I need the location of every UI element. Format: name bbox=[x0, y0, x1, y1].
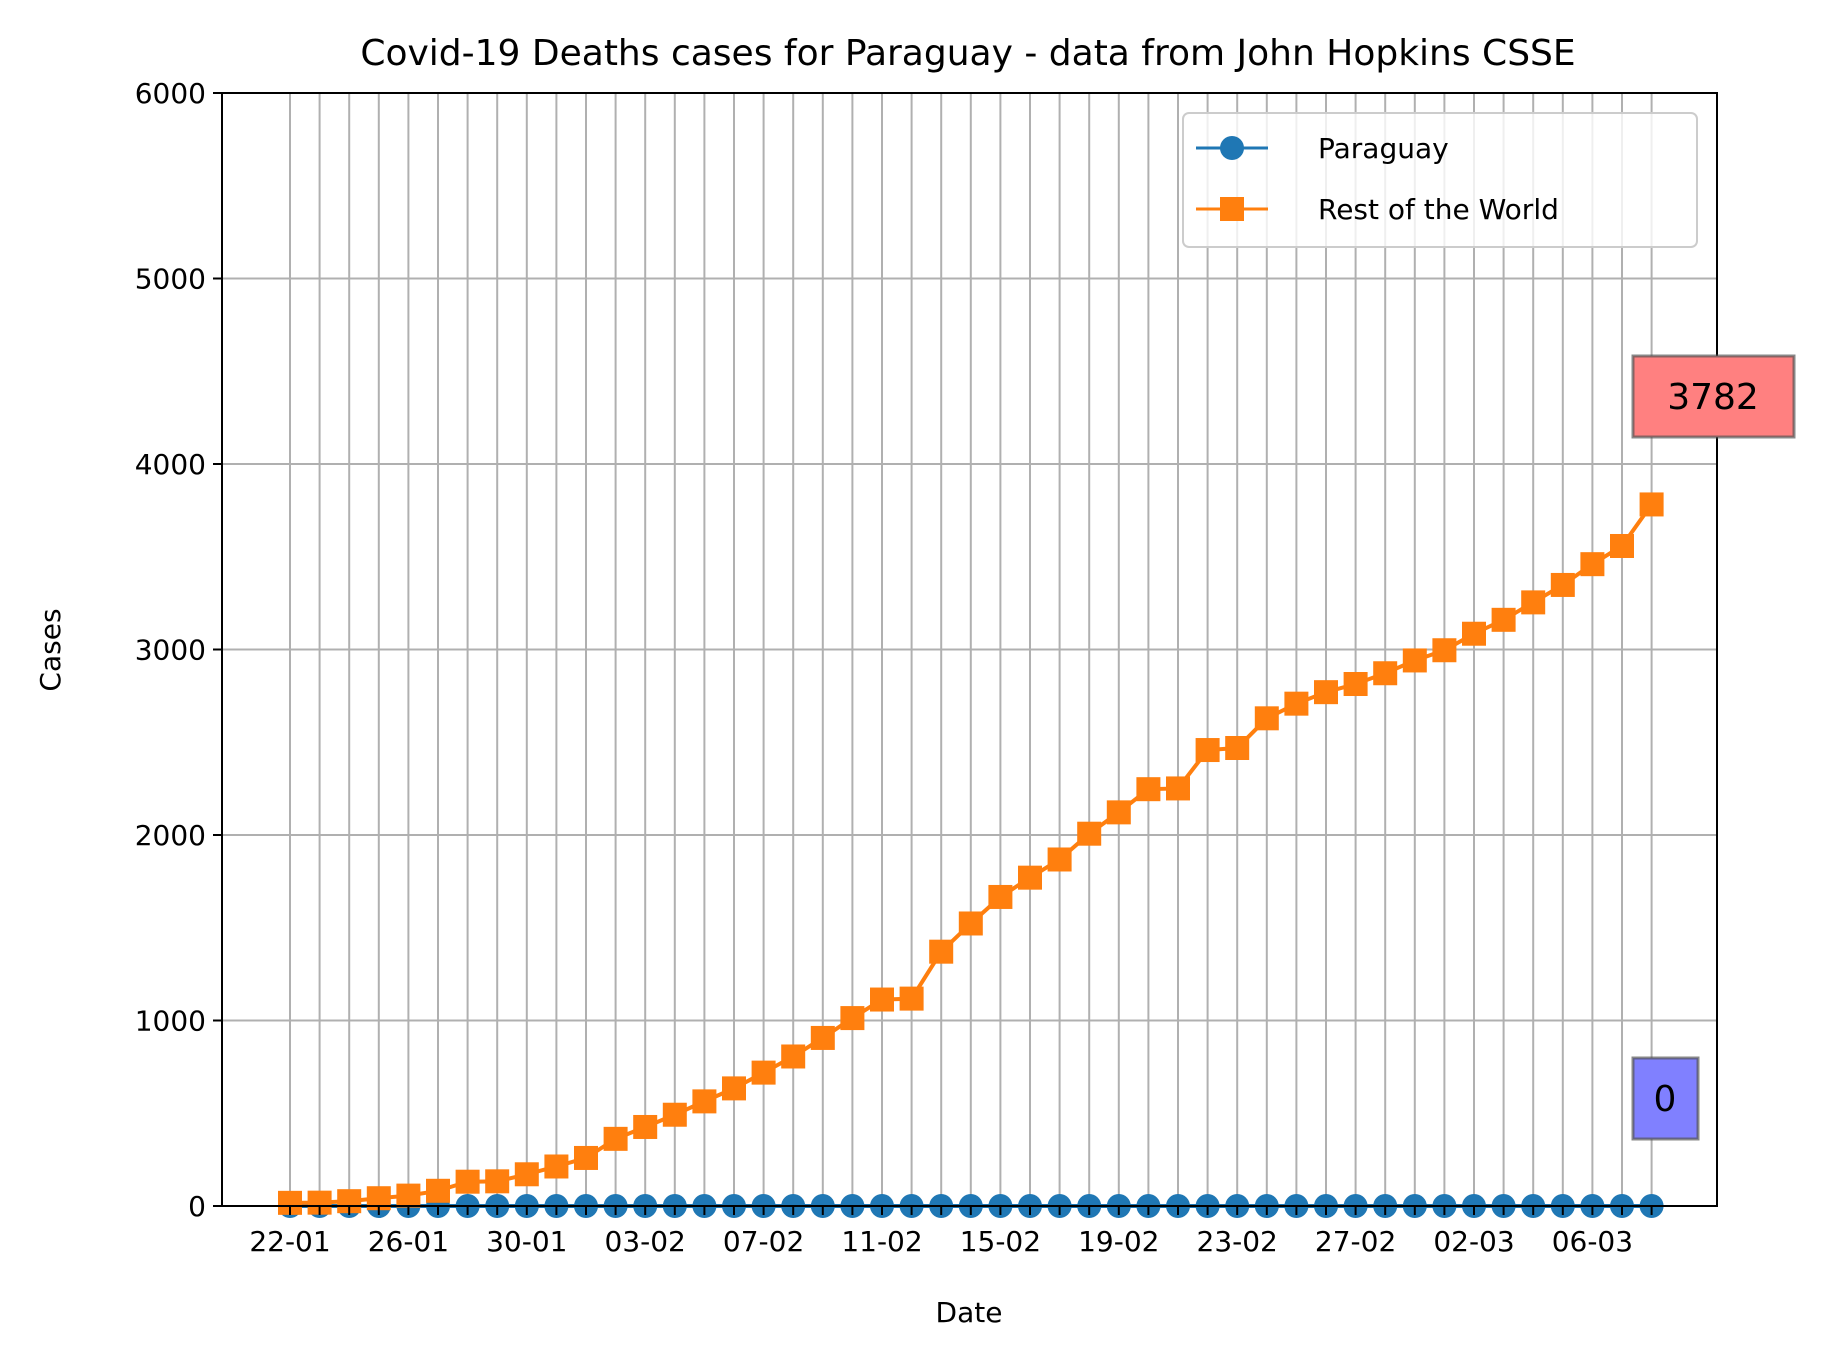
annotation-box-paraguay bbox=[1631, 1056, 1700, 1141]
data-point-rest-of-world bbox=[751, 1060, 776, 1085]
x-tick-label: 06-03 bbox=[1552, 1225, 1633, 1258]
data-point-rest-of-world bbox=[455, 1169, 480, 1194]
legend: Paraguay Rest of the World bbox=[1182, 112, 1698, 248]
y-ticks: 0 1000 2000 3000 4000 5000 6000 bbox=[135, 77, 222, 1223]
annotation-value-rest-of-world: 3782 bbox=[1667, 377, 1759, 418]
data-point-rest-of-world bbox=[1402, 648, 1427, 673]
y-tick-label: 5000 bbox=[135, 263, 206, 296]
legend-label-paraguay: Paraguay bbox=[1318, 132, 1449, 165]
data-point-rest-of-world bbox=[1373, 661, 1398, 686]
legend-marker-paraguay bbox=[1220, 136, 1244, 160]
x-tick-label: 19-02 bbox=[1078, 1225, 1159, 1258]
annotation-paraguay-total: 0 bbox=[1631, 1056, 1700, 1141]
data-point-rest-of-world bbox=[899, 986, 924, 1011]
data-point-rest-of-world bbox=[1314, 680, 1338, 705]
x-tick-label: 30-01 bbox=[486, 1225, 567, 1258]
data-point-rest-of-world bbox=[988, 884, 1013, 909]
legend-box bbox=[1182, 112, 1698, 248]
legend-label-rest-of-world: Rest of the World bbox=[1318, 193, 1559, 226]
y-axis-label: Cases bbox=[34, 608, 67, 691]
data-point-rest-of-world bbox=[840, 1006, 865, 1031]
data-point-rest-of-world bbox=[1610, 533, 1634, 558]
y-tick-label: 6000 bbox=[135, 77, 206, 110]
data-point-rest-of-world bbox=[870, 987, 894, 1012]
data-point-rest-of-world bbox=[1166, 776, 1190, 801]
annotation-value-paraguay: 0 bbox=[1654, 1079, 1677, 1120]
data-point-rest-of-world bbox=[1047, 847, 1072, 872]
data-point-rest-of-world bbox=[1284, 691, 1309, 716]
x-tick-label: 23-02 bbox=[1197, 1225, 1278, 1258]
annotation-box-rest-of-world bbox=[1631, 354, 1796, 439]
data-point-rest-of-world bbox=[1521, 590, 1546, 615]
legend-marker-rest-of-world bbox=[1220, 197, 1244, 221]
data-point-rest-of-world bbox=[1432, 638, 1457, 663]
data-point-rest-of-world bbox=[574, 1145, 598, 1170]
chart-title: Covid-19 Deaths cases for Paraguay - dat… bbox=[360, 33, 1575, 74]
x-axis-label: Date bbox=[936, 1296, 1003, 1329]
y-tick-label: 3000 bbox=[135, 634, 206, 667]
x-tick-label: 02-03 bbox=[1433, 1225, 1514, 1258]
data-point-rest-of-world bbox=[544, 1154, 569, 1179]
data-point-rest-of-world bbox=[929, 939, 954, 964]
data-point-rest-of-world bbox=[722, 1076, 746, 1101]
data-point-rest-of-world bbox=[603, 1126, 628, 1151]
data-point-rest-of-world bbox=[1077, 821, 1102, 846]
x-tick-label: 11-02 bbox=[841, 1225, 922, 1258]
y-tick-label: 4000 bbox=[135, 448, 206, 481]
data-point-rest-of-world bbox=[781, 1044, 806, 1069]
data-point-rest-of-world bbox=[1462, 621, 1486, 646]
x-ticks: 22-01 26-01 30-01 03-02 07-02 11-02 15-02 19-02… bbox=[249, 1206, 1653, 1258]
data-point-rest-of-world bbox=[810, 1025, 835, 1050]
data-point-rest-of-world bbox=[514, 1162, 539, 1187]
x-tick-label: 26-01 bbox=[368, 1225, 449, 1258]
data-point-rest-of-world bbox=[1580, 552, 1605, 577]
y-tick-label: 0 bbox=[188, 1190, 206, 1223]
data-point-rest-of-world bbox=[485, 1169, 510, 1194]
data-point-rest-of-world bbox=[1254, 706, 1279, 731]
data-point-rest-of-world bbox=[633, 1114, 658, 1139]
data-point-rest-of-world bbox=[1106, 800, 1131, 825]
data-point-rest-of-world bbox=[396, 1183, 421, 1208]
data-point-rest-of-world bbox=[1195, 738, 1220, 763]
x-tick-label: 15-02 bbox=[960, 1225, 1041, 1258]
x-tick-label: 03-02 bbox=[605, 1225, 686, 1258]
data-point-rest-of-world bbox=[1550, 572, 1575, 597]
annotation-rest-of-world-total: 3782 bbox=[1631, 354, 1796, 439]
data-point-rest-of-world bbox=[426, 1178, 450, 1203]
data-point-rest-of-world bbox=[1343, 672, 1368, 697]
x-tick-label: 22-01 bbox=[249, 1225, 330, 1258]
x-tick-label: 27-02 bbox=[1315, 1225, 1396, 1258]
data-point-rest-of-world bbox=[1491, 607, 1516, 632]
y-tick-label: 2000 bbox=[135, 819, 206, 852]
data-point-rest-of-world bbox=[662, 1102, 687, 1127]
x-tick-label: 07-02 bbox=[723, 1225, 804, 1258]
data-point-rest-of-world bbox=[1225, 736, 1250, 761]
data-point-rest-of-world bbox=[1136, 777, 1161, 802]
data-point-rest-of-world bbox=[1639, 492, 1664, 517]
y-tick-label: 1000 bbox=[135, 1005, 206, 1038]
data-point-rest-of-world bbox=[1018, 865, 1042, 890]
plot-area: 0 1000 2000 3000 4000 5000 6000 22-01 26-01 30-0… bbox=[135, 77, 1718, 1258]
data-point-rest-of-world bbox=[958, 911, 983, 936]
data-point-rest-of-world bbox=[692, 1089, 717, 1114]
